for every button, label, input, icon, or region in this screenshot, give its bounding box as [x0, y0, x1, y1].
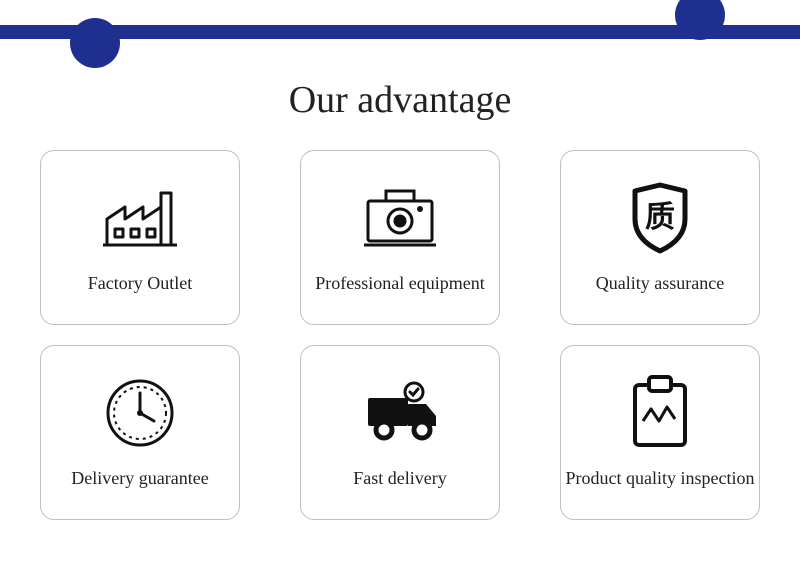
card-quality-assurance: 质 Quality assurance [560, 150, 760, 325]
truck-icon [356, 368, 444, 458]
card-label: Quality assurance [596, 273, 724, 294]
decor-circle-top-left [70, 18, 120, 68]
decor-top-bar [0, 25, 800, 39]
card-fast-delivery: Fast delivery [300, 345, 500, 520]
camera-icon [360, 173, 440, 263]
svg-text:质: 质 [645, 201, 675, 234]
card-quality-inspection: Product quality inspection [560, 345, 760, 520]
card-label: Fast delivery [353, 468, 446, 489]
shield-zhi-icon: 质 [625, 173, 695, 263]
page-title: Our advantage [0, 78, 800, 122]
card-label: Delivery guarantee [71, 468, 208, 489]
card-label: Product quality inspection [566, 468, 755, 489]
card-label: Professional equipment [315, 273, 484, 294]
card-factory-outlet: Factory Outlet [40, 150, 240, 325]
advantage-grid: Factory Outlet Professional equipment [40, 150, 760, 520]
card-professional-equipment: Professional equipment [300, 150, 500, 325]
card-label: Factory Outlet [88, 273, 192, 294]
clipboard-icon [627, 368, 693, 458]
factory-icon [101, 173, 179, 263]
clock-icon [100, 368, 180, 458]
card-delivery-guarantee: Delivery guarantee [40, 345, 240, 520]
